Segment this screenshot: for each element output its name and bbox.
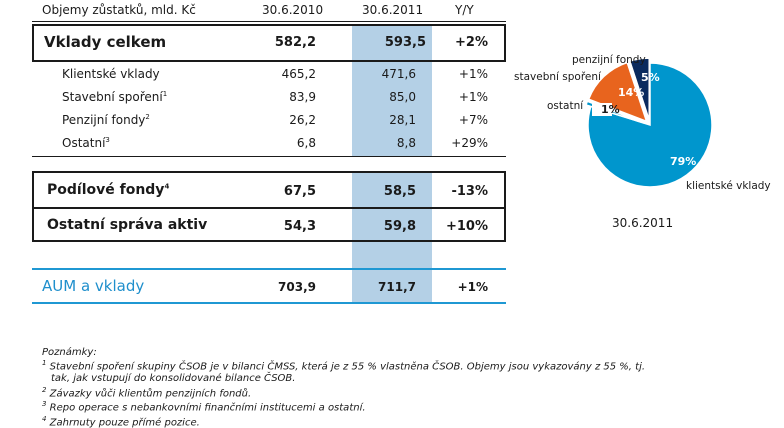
vklady-celkem-2011: 593,5 xyxy=(384,35,426,50)
pie-name-label: klientské vklady xyxy=(686,180,771,192)
aum-yy: +1% xyxy=(457,280,488,294)
header-yy: Y/Y xyxy=(455,3,474,17)
note-item: 4 Zahrnuty pouze přímé pozice. xyxy=(42,415,200,428)
sub-rows-divider xyxy=(32,156,506,157)
pie-name-label: stavební spoření xyxy=(514,71,602,83)
aum-divider-top xyxy=(32,268,506,270)
ostatni-sprava-2010: 54,3 xyxy=(283,219,316,234)
sub-row-2010: 6,8 xyxy=(296,136,316,150)
notes-title: Poznámky: xyxy=(42,347,97,358)
sub-row-2010: 465,2 xyxy=(281,67,316,81)
podilove-fondy-2011: 58,5 xyxy=(383,184,416,199)
pie-slice-stavební-spoření xyxy=(587,61,648,123)
vklady-celkem-2010: 582,2 xyxy=(274,35,316,50)
ostatni-sprava-yy: +10% xyxy=(445,219,488,234)
highlight-column-bottom xyxy=(352,243,432,303)
podilove-divider xyxy=(34,207,504,209)
aum-label: AUM a vklady xyxy=(42,277,145,295)
pie-pct-label: 1% xyxy=(601,103,620,116)
podilove-fondy-yy: -13% xyxy=(451,184,488,199)
header-label: Objemy zůstatků, mld. Kč xyxy=(42,3,196,17)
aum-2011: 711,7 xyxy=(378,280,416,294)
pie-name-label: penzijní fondy xyxy=(572,54,646,66)
sub-row-2010: 83,9 xyxy=(289,90,316,104)
note-item: 1 Stavební spoření skupiny ČSOB je v bil… xyxy=(42,359,646,373)
sub-row-yy: +1% xyxy=(458,90,488,104)
note-item: 2 Závazky vůči klientům penzijních fondů… xyxy=(42,385,252,399)
pie-pct-label: 5% xyxy=(641,71,660,84)
ostatni-sprava-2011: 59,8 xyxy=(383,219,416,234)
sub-row-label: Penzijní fondy2 xyxy=(62,113,150,127)
pie-name-label: ostatní xyxy=(547,100,584,112)
pie-pct-label: 14% xyxy=(618,86,644,99)
highlight-column-top xyxy=(352,25,432,156)
vklady-celkem-yy: +2% xyxy=(455,35,488,50)
sub-row-yy: +1% xyxy=(458,67,488,81)
podilove-fondy-label: Podílové fondy4 xyxy=(47,182,170,198)
podilove-fondy-box xyxy=(32,171,506,242)
sub-row-yy: +7% xyxy=(458,113,488,127)
ostatni-sprava-label: Ostatní správa aktiv xyxy=(47,217,208,233)
chart-date-label: 30.6.2011 xyxy=(612,216,674,230)
sub-row-label: Stavební spoření1 xyxy=(62,90,168,104)
notes: Poznámky: 1 Stavební spoření skupiny ČSO… xyxy=(42,347,645,428)
pie-pct-label: 79% xyxy=(670,155,696,168)
sub-row-2010: 26,2 xyxy=(289,113,316,127)
note-item: 3 Repo operace s nebankovními finančními… xyxy=(42,400,366,414)
sub-row-yy: +29% xyxy=(451,136,488,150)
sub-row-2011: 85,0 xyxy=(389,90,416,104)
sub-row-label: Klientské vklady xyxy=(62,67,160,81)
vklady-celkem-label: Vklady celkem xyxy=(44,33,167,51)
aum-divider-bottom xyxy=(32,302,506,304)
header-2010: 30.6.2010 xyxy=(262,3,324,17)
podilove-fondy-2010: 67,5 xyxy=(283,184,316,199)
pie-pct-bg xyxy=(592,103,612,116)
header-divider xyxy=(32,21,506,22)
sub-row-label: Ostatní3 xyxy=(62,136,110,150)
vklady-celkem-box xyxy=(32,24,506,62)
sub-row-2011: 471,6 xyxy=(381,67,416,81)
note-item-continuation: tak, jak vstupují do konsolidované bilan… xyxy=(51,373,296,385)
sub-row-2011: 8,8 xyxy=(396,136,416,150)
aum-2010: 703,9 xyxy=(278,280,316,294)
pie-slice-klientské-vklady xyxy=(587,62,713,188)
header-2011: 30.6.2011 xyxy=(362,3,424,17)
pie-chart: 79% 1% 14% 5% klientské vklady ostatní stavebn… xyxy=(514,54,771,192)
pie-slice-penzijní-fondy xyxy=(628,57,650,121)
sub-row-2011: 28,1 xyxy=(389,113,416,127)
